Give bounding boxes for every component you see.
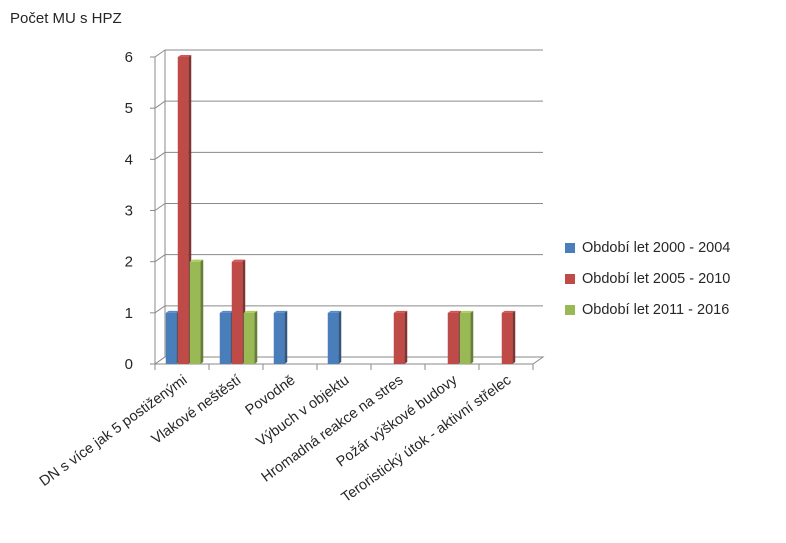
x-tick-label: Výbuch v objektu — [254, 372, 353, 450]
bar — [219, 310, 234, 364]
bar — [273, 310, 288, 364]
legend-label-2000-2004: Období let 2000 - 2004 — [582, 239, 731, 256]
legend-item-2011-2016: Období let 2011 - 2016 — [565, 294, 730, 325]
bar — [165, 310, 180, 364]
y-tick-label: 2 — [125, 254, 133, 271]
bar — [447, 310, 462, 364]
y-tick-label: 0 — [125, 356, 133, 373]
bar — [189, 259, 204, 364]
y-tick-label: 1 — [125, 305, 133, 322]
floor-plane — [153, 356, 545, 365]
bar — [327, 310, 342, 364]
bar — [177, 55, 192, 364]
y-axis-title: Počet MU s HPZ — [10, 10, 122, 27]
bars — [165, 55, 516, 364]
legend-item-2005-2010: Období let 2005 - 2010 — [565, 263, 730, 294]
legend: Období let 2000 - 2004 Období let 2005 -… — [565, 232, 730, 325]
bar — [501, 310, 516, 364]
gridline-depth — [154, 254, 166, 263]
legend-item-2000-2004: Období let 2000 - 2004 — [565, 232, 730, 263]
legend-swatch-2000-2004 — [565, 242, 575, 253]
legend-swatch-2011-2016 — [565, 304, 575, 315]
bar — [459, 310, 474, 364]
gridline-depth — [154, 49, 166, 58]
bar — [231, 259, 246, 364]
legend-label-2011-2016: Období let 2011 - 2016 — [582, 301, 730, 318]
legend-label-2005-2010: Období let 2005 - 2010 — [582, 270, 731, 287]
bar — [393, 310, 408, 364]
y-tick-labels: 0 1 2 3 4 5 6 — [125, 49, 133, 373]
gridlines — [154, 49, 543, 365]
y-tick-label: 6 — [125, 49, 133, 66]
y-tick-label: 4 — [125, 151, 133, 168]
bar — [243, 310, 258, 364]
axes — [150, 50, 545, 370]
gridline-depth — [154, 100, 166, 109]
gridline-depth — [154, 305, 166, 314]
y-tick-label: 5 — [125, 100, 133, 117]
gridline-depth — [154, 151, 166, 160]
gridline-depth — [154, 203, 166, 211]
x-tick-label: Vlakové neštěstí — [149, 372, 244, 447]
legend-swatch-2005-2010 — [565, 273, 575, 284]
y-tick-label: 3 — [125, 203, 133, 220]
